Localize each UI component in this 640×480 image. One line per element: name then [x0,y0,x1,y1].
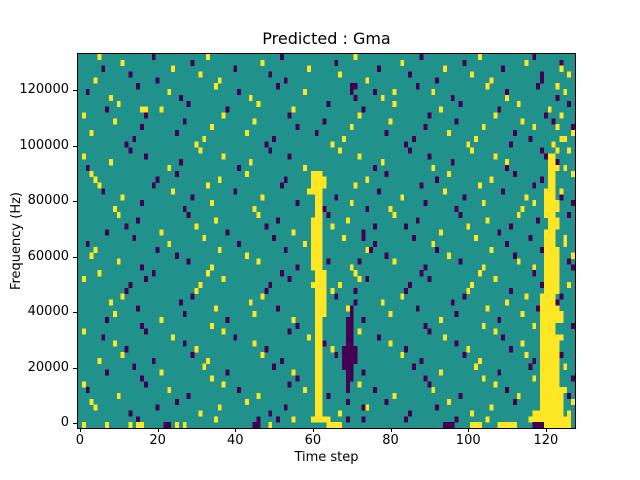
x-tick-label: 60 [304,433,322,448]
y-tick-label: 0 [60,415,69,430]
y-tick-mark [73,256,77,258]
x-tick-mark [390,428,392,432]
y-tick-mark [73,312,77,314]
y-tick-mark [73,90,77,92]
y-tick-label: 120000 [19,82,69,98]
y-tick-mark [73,201,77,203]
x-tick-mark [545,428,547,432]
x-tick-label: 40 [226,433,244,448]
x-tick-mark [312,428,314,432]
x-tick-mark [79,428,81,432]
y-tick-label: 100000 [19,137,69,153]
y-tick-label: 20000 [27,359,69,375]
x-tick-mark [157,428,159,432]
plot-area [77,53,576,429]
x-tick-label: 100 [455,433,481,448]
x-tick-label: 20 [149,433,166,448]
y-tick-label: 40000 [27,304,69,320]
heatmap-image [78,54,575,428]
x-tick-label: 120 [533,433,559,448]
y-tick-mark [73,145,77,147]
chart-title: Predicted : Gma [262,29,391,48]
x-tick-label: 0 [75,433,85,448]
x-tick-mark [235,428,237,432]
x-axis-label: Time step [294,450,359,465]
x-tick-label: 80 [382,433,399,448]
y-tick-mark [73,367,77,369]
x-tick-mark [468,428,470,432]
y-tick-label: 60000 [27,248,69,264]
y-tick-label: 80000 [27,193,69,209]
y-tick-mark [73,423,77,424]
